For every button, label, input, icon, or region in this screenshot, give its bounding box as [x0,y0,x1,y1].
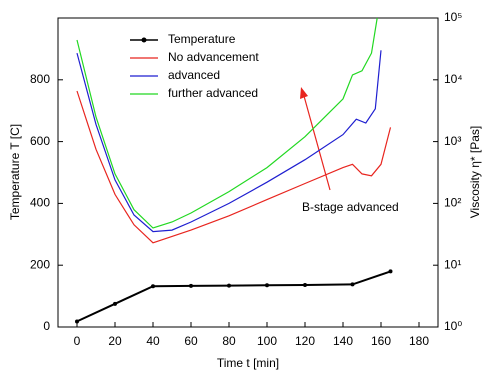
y2-tick-label: 10⁵ [444,10,462,24]
series-line [76,17,378,229]
plot-frame [57,17,439,328]
y-tick-label: 0 [43,319,50,333]
x-tick-label: 80 [222,334,236,348]
marker [151,284,155,289]
legend-label: No advancement [168,50,259,64]
x-tick-label: 100 [257,334,277,348]
marker [303,282,307,287]
series-line [76,50,382,233]
marker [227,283,231,288]
x-tick-label: 60 [184,334,198,348]
marker [388,269,393,274]
x-axis-label: Time t [min] [217,356,279,370]
series-line [76,90,392,244]
y-tick-label: 400 [30,196,50,210]
marker [75,319,79,324]
y-tick-label: 800 [30,72,50,86]
x-tick-label: 160 [371,334,391,348]
x-tick-label: 180 [409,334,429,348]
legend-marker [141,37,147,43]
marker [265,283,269,288]
y2-tick-label: 10⁰ [444,319,462,333]
x-tick-label: 0 [74,334,81,348]
annotation: B-stage advanced [302,200,399,214]
marker [189,283,193,288]
y2-tick-label: 10¹ [444,257,461,271]
arrow-head [300,87,308,99]
series-line [76,270,391,323]
legend-label: Temperature [168,32,236,46]
y2-axis-label: Viscosity η* [Pas] [468,126,482,218]
y-axis-label: Temperature T [C] [8,124,22,220]
x-tick-label: 40 [146,334,160,348]
annotation-arrow [303,95,331,191]
marker [113,301,117,306]
y-tick-label: 600 [30,134,50,148]
y2-tick-label: 10³ [444,134,461,148]
marker [350,282,355,287]
legend-label: further advanced [168,86,258,100]
x-tick-label: 120 [295,334,315,348]
legend-label: advanced [168,68,220,82]
y-tick-label: 200 [30,257,50,271]
y2-tick-label: 10⁴ [444,72,463,86]
x-tick-label: 140 [333,334,353,348]
y2-tick-label: 10² [444,196,461,210]
x-tick-label: 20 [108,334,122,348]
